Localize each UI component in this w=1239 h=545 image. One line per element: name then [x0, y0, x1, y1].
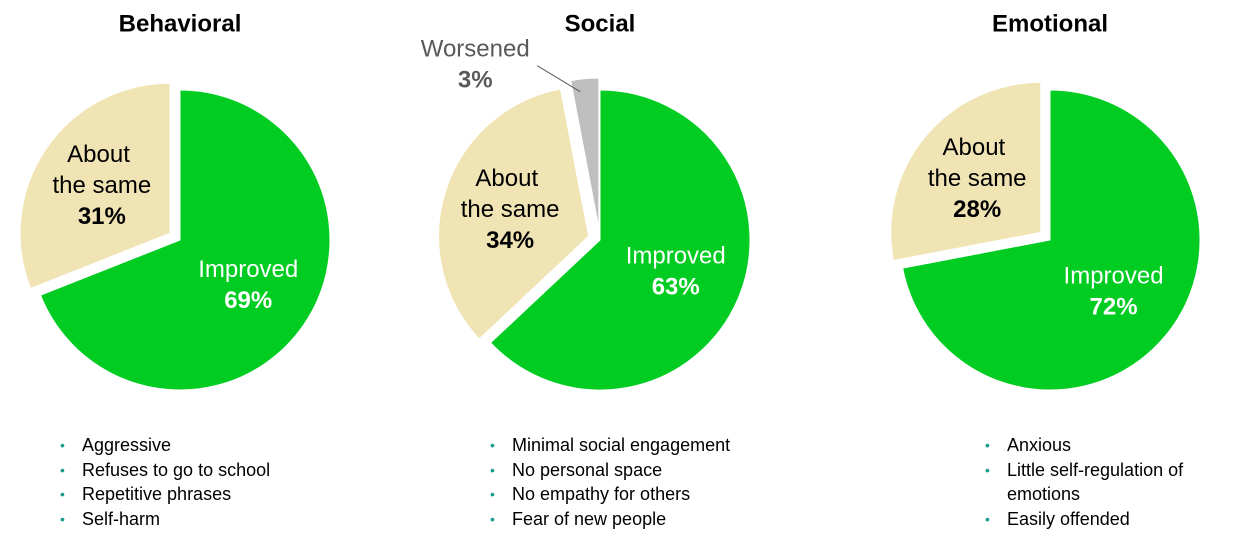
bullet-item: Anxious — [985, 433, 1225, 458]
slice-label: About the same — [52, 141, 151, 199]
slice-label: Improved — [626, 243, 726, 270]
slice-label: About the same — [928, 134, 1027, 192]
pie-slice — [39, 89, 331, 391]
slice-value-label: 28% — [953, 196, 1001, 223]
bullet-item: Self-harm — [60, 507, 360, 532]
slice-value-label: 31% — [78, 203, 126, 230]
chart-title: Emotional — [992, 10, 1108, 37]
bullet-list: AnxiousLittle self-regulation of emotion… — [985, 433, 1225, 531]
pie-slice — [902, 89, 1201, 391]
slice-label: Improved — [198, 256, 298, 283]
slice-label: Worsened — [421, 36, 530, 63]
slice-value-label: 34% — [486, 227, 534, 254]
slice-label: Improved — [1064, 262, 1164, 289]
pie-slice — [438, 88, 590, 340]
bullet-list: AggressiveRefuses to go to schoolRepetit… — [60, 433, 360, 531]
bullet-item: Refuses to go to school — [60, 458, 360, 483]
bullet-item: No personal space — [490, 458, 820, 483]
pie-slice — [489, 89, 751, 391]
chart-title: Social — [565, 10, 636, 37]
bullet-item: Aggressive — [60, 433, 360, 458]
slice-value-label: 69% — [224, 287, 272, 314]
slice-label: About the same — [461, 165, 560, 223]
bullet-item: Fear of new people — [490, 507, 820, 532]
bullet-item: Repetitive phrases — [60, 482, 360, 507]
bullet-item: No empathy for others — [490, 482, 820, 507]
leader-line — [536, 65, 581, 93]
bullet-item: Little self-regulation of emotions — [985, 458, 1225, 507]
pie-slice — [570, 77, 600, 229]
chart-title: Behavioral — [119, 10, 242, 37]
bullet-item: Easily offended — [985, 507, 1225, 532]
pie-slice — [19, 82, 171, 290]
bullet-item: Minimal social engagement — [490, 433, 820, 458]
bullet-list: Minimal social engagementNo personal spa… — [490, 433, 820, 531]
pie-slice — [890, 81, 1042, 262]
slice-value-label: 72% — [1090, 293, 1138, 320]
slice-value-label: 3% — [458, 67, 493, 94]
slice-value-label: 63% — [652, 274, 700, 301]
